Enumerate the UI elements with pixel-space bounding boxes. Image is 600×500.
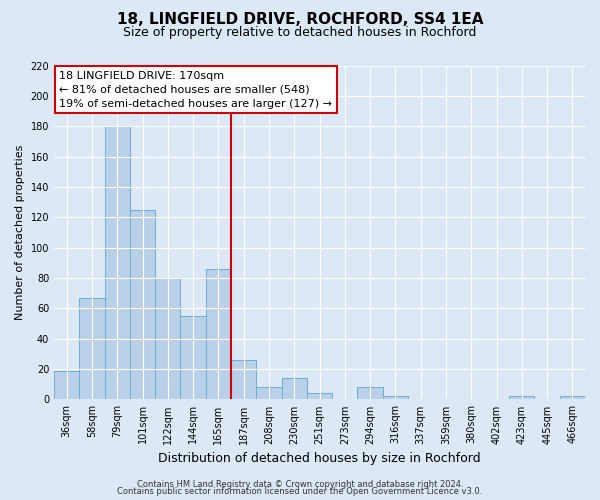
Bar — [358, 388, 383, 400]
Bar — [54, 370, 79, 400]
X-axis label: Distribution of detached houses by size in Rochford: Distribution of detached houses by size … — [158, 452, 481, 465]
Bar — [79, 298, 104, 400]
Text: Contains HM Land Registry data © Crown copyright and database right 2024.: Contains HM Land Registry data © Crown c… — [137, 480, 463, 489]
Text: 18 LINGFIELD DRIVE: 170sqm
← 81% of detached houses are smaller (548)
19% of sem: 18 LINGFIELD DRIVE: 170sqm ← 81% of deta… — [59, 70, 332, 108]
Text: Contains public sector information licensed under the Open Government Licence v3: Contains public sector information licen… — [118, 488, 482, 496]
Bar — [256, 388, 281, 400]
Bar — [383, 396, 408, 400]
Bar — [155, 278, 181, 400]
Text: 18, LINGFIELD DRIVE, ROCHFORD, SS4 1EA: 18, LINGFIELD DRIVE, ROCHFORD, SS4 1EA — [117, 12, 483, 28]
Bar — [181, 316, 206, 400]
Bar — [206, 269, 231, 400]
Bar — [509, 396, 535, 400]
Text: Size of property relative to detached houses in Rochford: Size of property relative to detached ho… — [124, 26, 476, 39]
Bar — [130, 210, 155, 400]
Bar — [104, 126, 130, 400]
Y-axis label: Number of detached properties: Number of detached properties — [15, 145, 25, 320]
Bar — [307, 394, 332, 400]
Bar — [281, 378, 307, 400]
Bar — [231, 360, 256, 400]
Bar — [560, 396, 585, 400]
